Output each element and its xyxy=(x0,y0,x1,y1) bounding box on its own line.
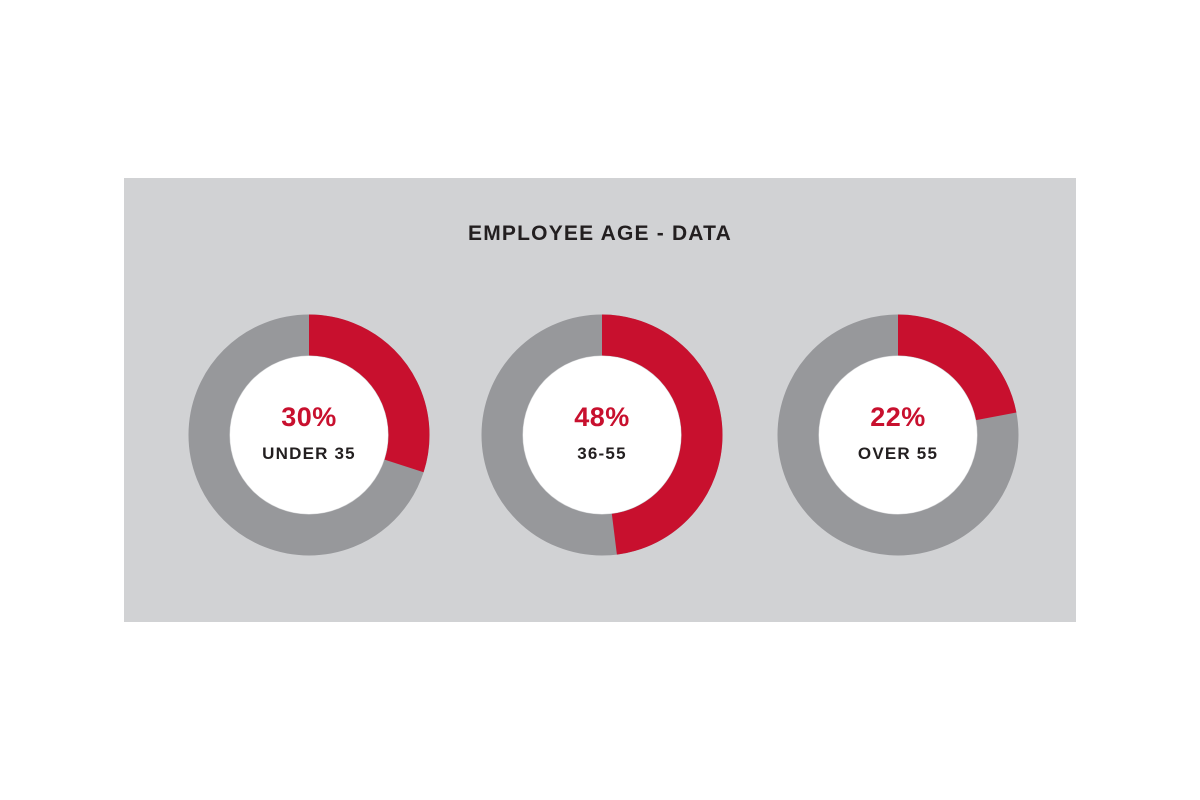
percent-label-under-35: 30% xyxy=(281,402,337,432)
donut-center-under-35 xyxy=(230,356,388,514)
donut-center-36-55 xyxy=(523,356,681,514)
donut-svg-under-35 xyxy=(188,314,430,556)
category-label-36-55: 36-55 xyxy=(577,444,627,463)
percent-label-36-55: 48% xyxy=(574,402,630,432)
donut-slice-under-35 xyxy=(188,314,430,556)
chart-title: EMPLOYEE AGE - DATA xyxy=(468,222,732,245)
category-label-under-35: UNDER 35 xyxy=(262,444,356,463)
donut-chart-over-55: 22% OVER 55 xyxy=(777,314,1019,556)
donut-slice-36-55 xyxy=(481,314,723,556)
donut-slice-over-55 xyxy=(777,314,1019,556)
category-label-over-55: OVER 55 xyxy=(857,444,939,463)
donut-chart-under-35: 30% UNDER 35 xyxy=(188,314,430,556)
donut-svg-over-55 xyxy=(777,314,1019,556)
donut-center-over-55 xyxy=(819,356,977,514)
donut-center-text-over-55: 22% OVER 55 xyxy=(777,314,1019,556)
donut-svg-36-55 xyxy=(481,314,723,556)
chart-panel: EMPLOYEE AGE - DATA 30% UNDER 35 48% 36-… xyxy=(124,178,1076,622)
percent-label-over-55: 22% xyxy=(870,402,926,432)
donut-center-text-under-35: 30% UNDER 35 xyxy=(188,314,430,556)
donut-chart-36-55: 48% 36-55 xyxy=(481,314,723,556)
donut-center-text-36-55: 48% 36-55 xyxy=(481,314,723,556)
